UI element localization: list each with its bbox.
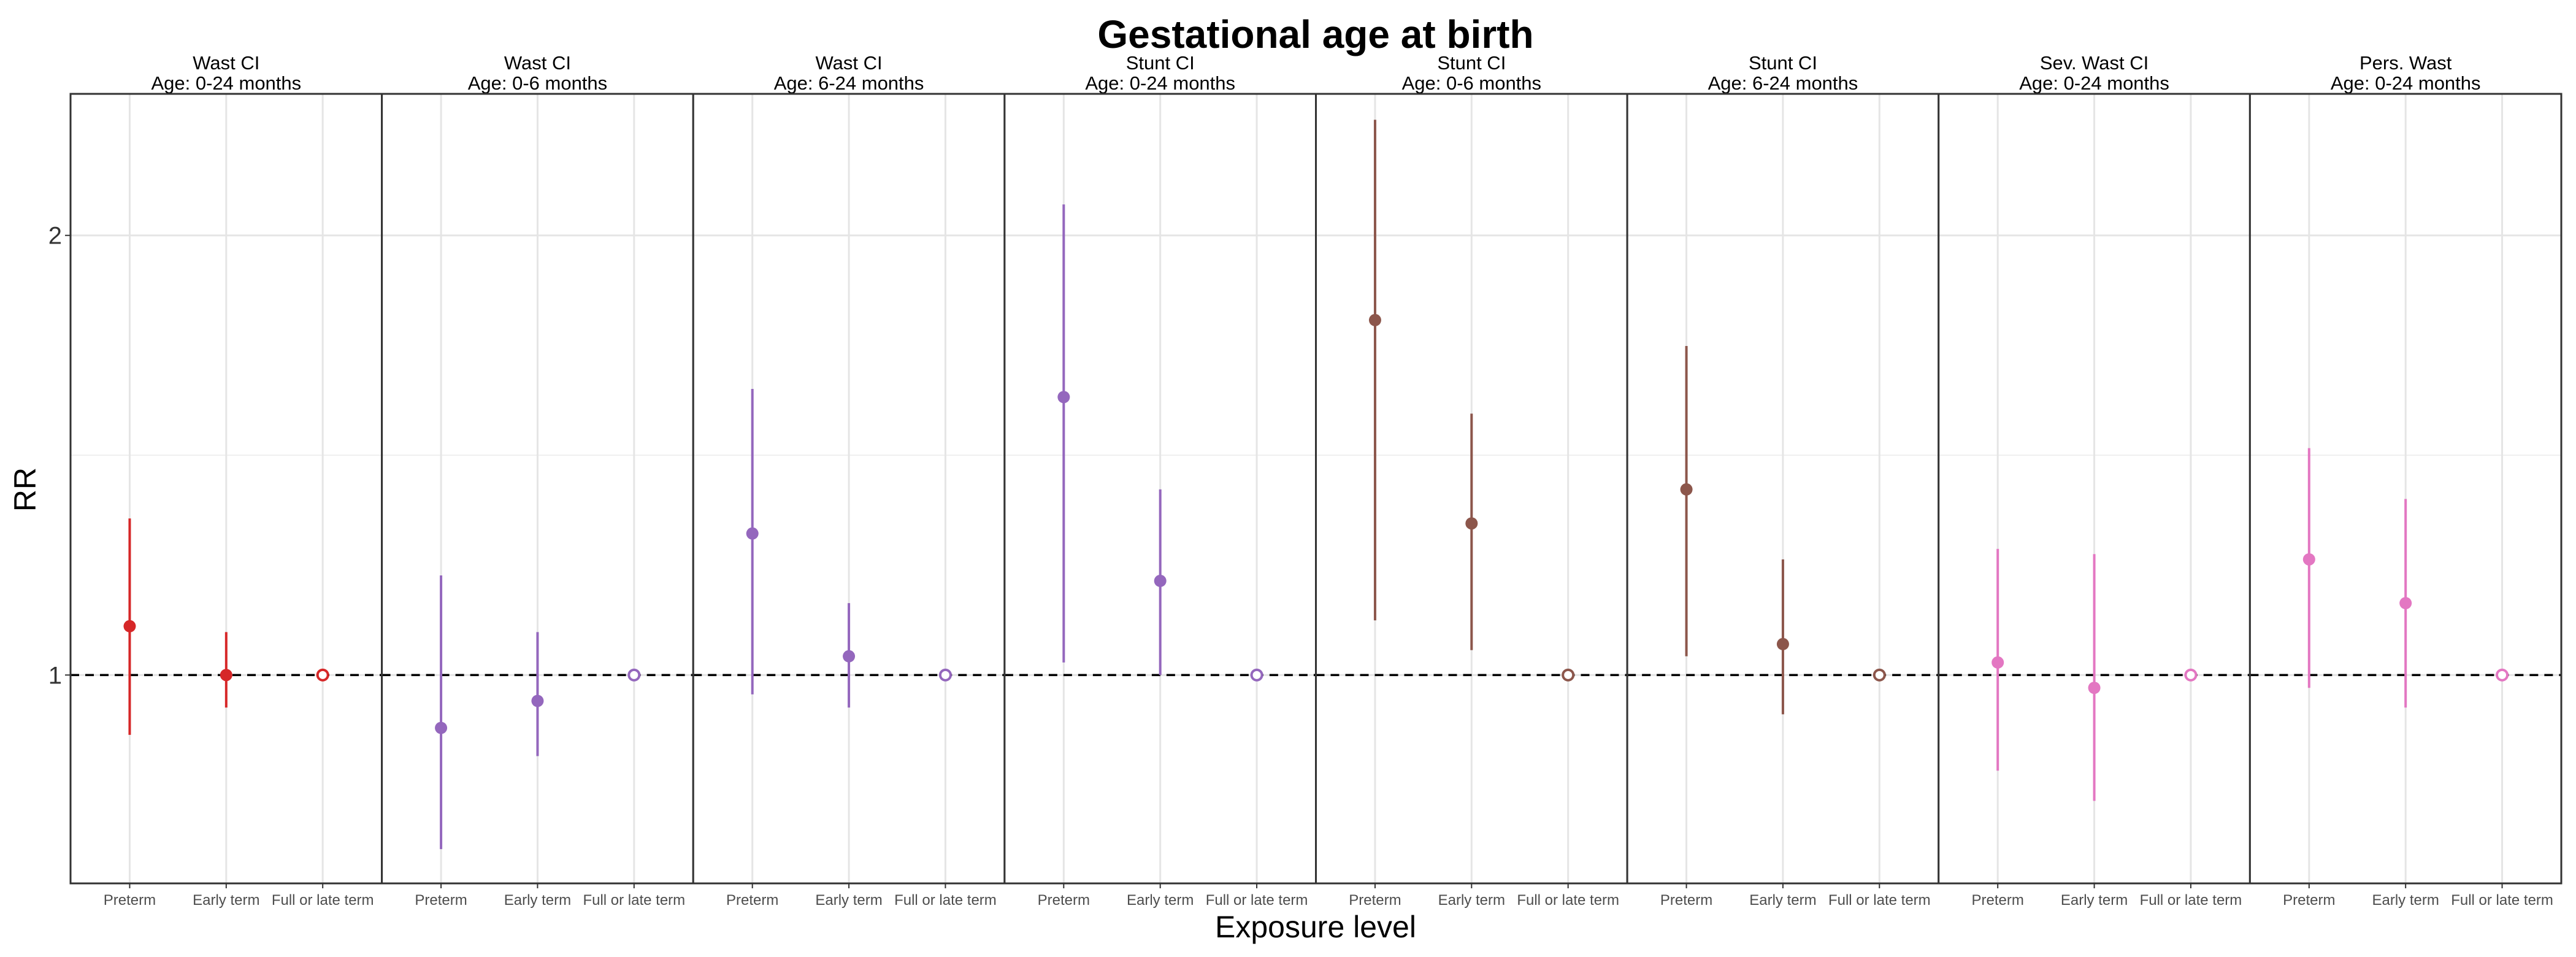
panel-outcome-label: Stunt CI [1437,52,1506,74]
panel-border [2248,93,2563,885]
panel-outcome-label: Sev. Wast CI [2040,52,2149,74]
estimate-point [1154,574,1167,587]
panel-age-label: Age: 0-6 months [1402,72,1541,94]
reference-point [1250,668,1263,682]
panel-age-label: Age: 0-24 months [1085,72,1235,94]
x-tick-label: Preterm [1038,892,1090,909]
x-tick-label: Full or late term [1517,892,1619,909]
reference-point [2184,668,2198,682]
panel-outcome-label: Wast CI [193,52,259,74]
panel-age-label: Age: 6-24 months [1708,72,1858,94]
x-tick-label: Preterm [726,892,778,909]
y-axis: 12 [48,223,71,689]
estimate-point [2088,682,2101,694]
x-tick-label: Full or late term [1828,892,1931,909]
estimate-point [123,620,136,632]
estimate-point [2399,597,2412,610]
estimate-point [843,650,856,663]
x-tick-label: Full or late term [2451,892,2553,909]
x-tick-label: Early term [1127,892,1194,909]
reference-point [627,668,641,682]
x-tick-label: Early term [1749,892,1816,909]
x-tick-label: Early term [2061,892,2128,909]
estimate-point [1368,313,1381,326]
panel-age-label: Age: 0-24 months [2331,72,2481,94]
estimate-point [1057,391,1070,404]
estimate-point [1776,637,1789,650]
x-tick-label: Full or late term [894,892,997,909]
x-tick-label: Full or late term [2140,892,2242,909]
estimate-point [1465,517,1478,530]
panel-age-label: Age: 0-6 months [468,72,607,94]
reference-point [2496,668,2509,682]
x-tick-label: Preterm [1972,892,2024,909]
x-tick-label: Full or late term [583,892,685,909]
panel-age-label: Age: 0-24 months [2019,72,2169,94]
reference-point [316,668,329,682]
panel-outcome-label: Stunt CI [1749,52,1817,74]
estimate-point [435,721,448,734]
estimate-point [746,527,759,540]
x-tick-label: Early term [1438,892,1505,909]
chart-title: Gestational age at birth [1097,12,1533,56]
x-tick-label: Early term [2372,892,2439,909]
reference-point [1873,668,1886,682]
x-tick-label: Preterm [2283,892,2335,909]
x-tick-label: Preterm [104,892,156,909]
estimate-point [1680,483,1693,496]
estimate-point [2302,553,2315,566]
panel-outcome-label: Pers. Wast [2359,52,2452,74]
y-tick-label: 1 [48,662,62,689]
x-tick-label: Full or late term [1206,892,1308,909]
x-tick-label: Preterm [1660,892,1712,909]
x-tick-label: Full or late term [272,892,374,909]
x-tick-label: Early term [815,892,882,909]
estimate-point [220,669,232,682]
x-tick-label: Preterm [1349,892,1401,909]
x-tick-label: Early term [193,892,259,909]
y-tick-label: 2 [48,223,62,250]
panel-outcome-label: Wast CI [504,52,571,74]
panel-outcome-label: Stunt CI [1126,52,1195,74]
reference-point [1562,668,1575,682]
x-axis-label: Exposure level [1215,910,1416,944]
x-tick-label: Preterm [415,892,467,909]
y-axis-label: RR [8,467,42,512]
estimate-point [531,694,544,707]
panel-age-label: Age: 0-24 months [151,72,301,94]
panel-outcome-label: Wast CI [816,52,883,74]
reference-point [938,668,952,682]
panel-age-label: Age: 6-24 months [774,72,924,94]
estimate-point [1991,656,2004,669]
x-tick-label: Early term [504,892,571,909]
